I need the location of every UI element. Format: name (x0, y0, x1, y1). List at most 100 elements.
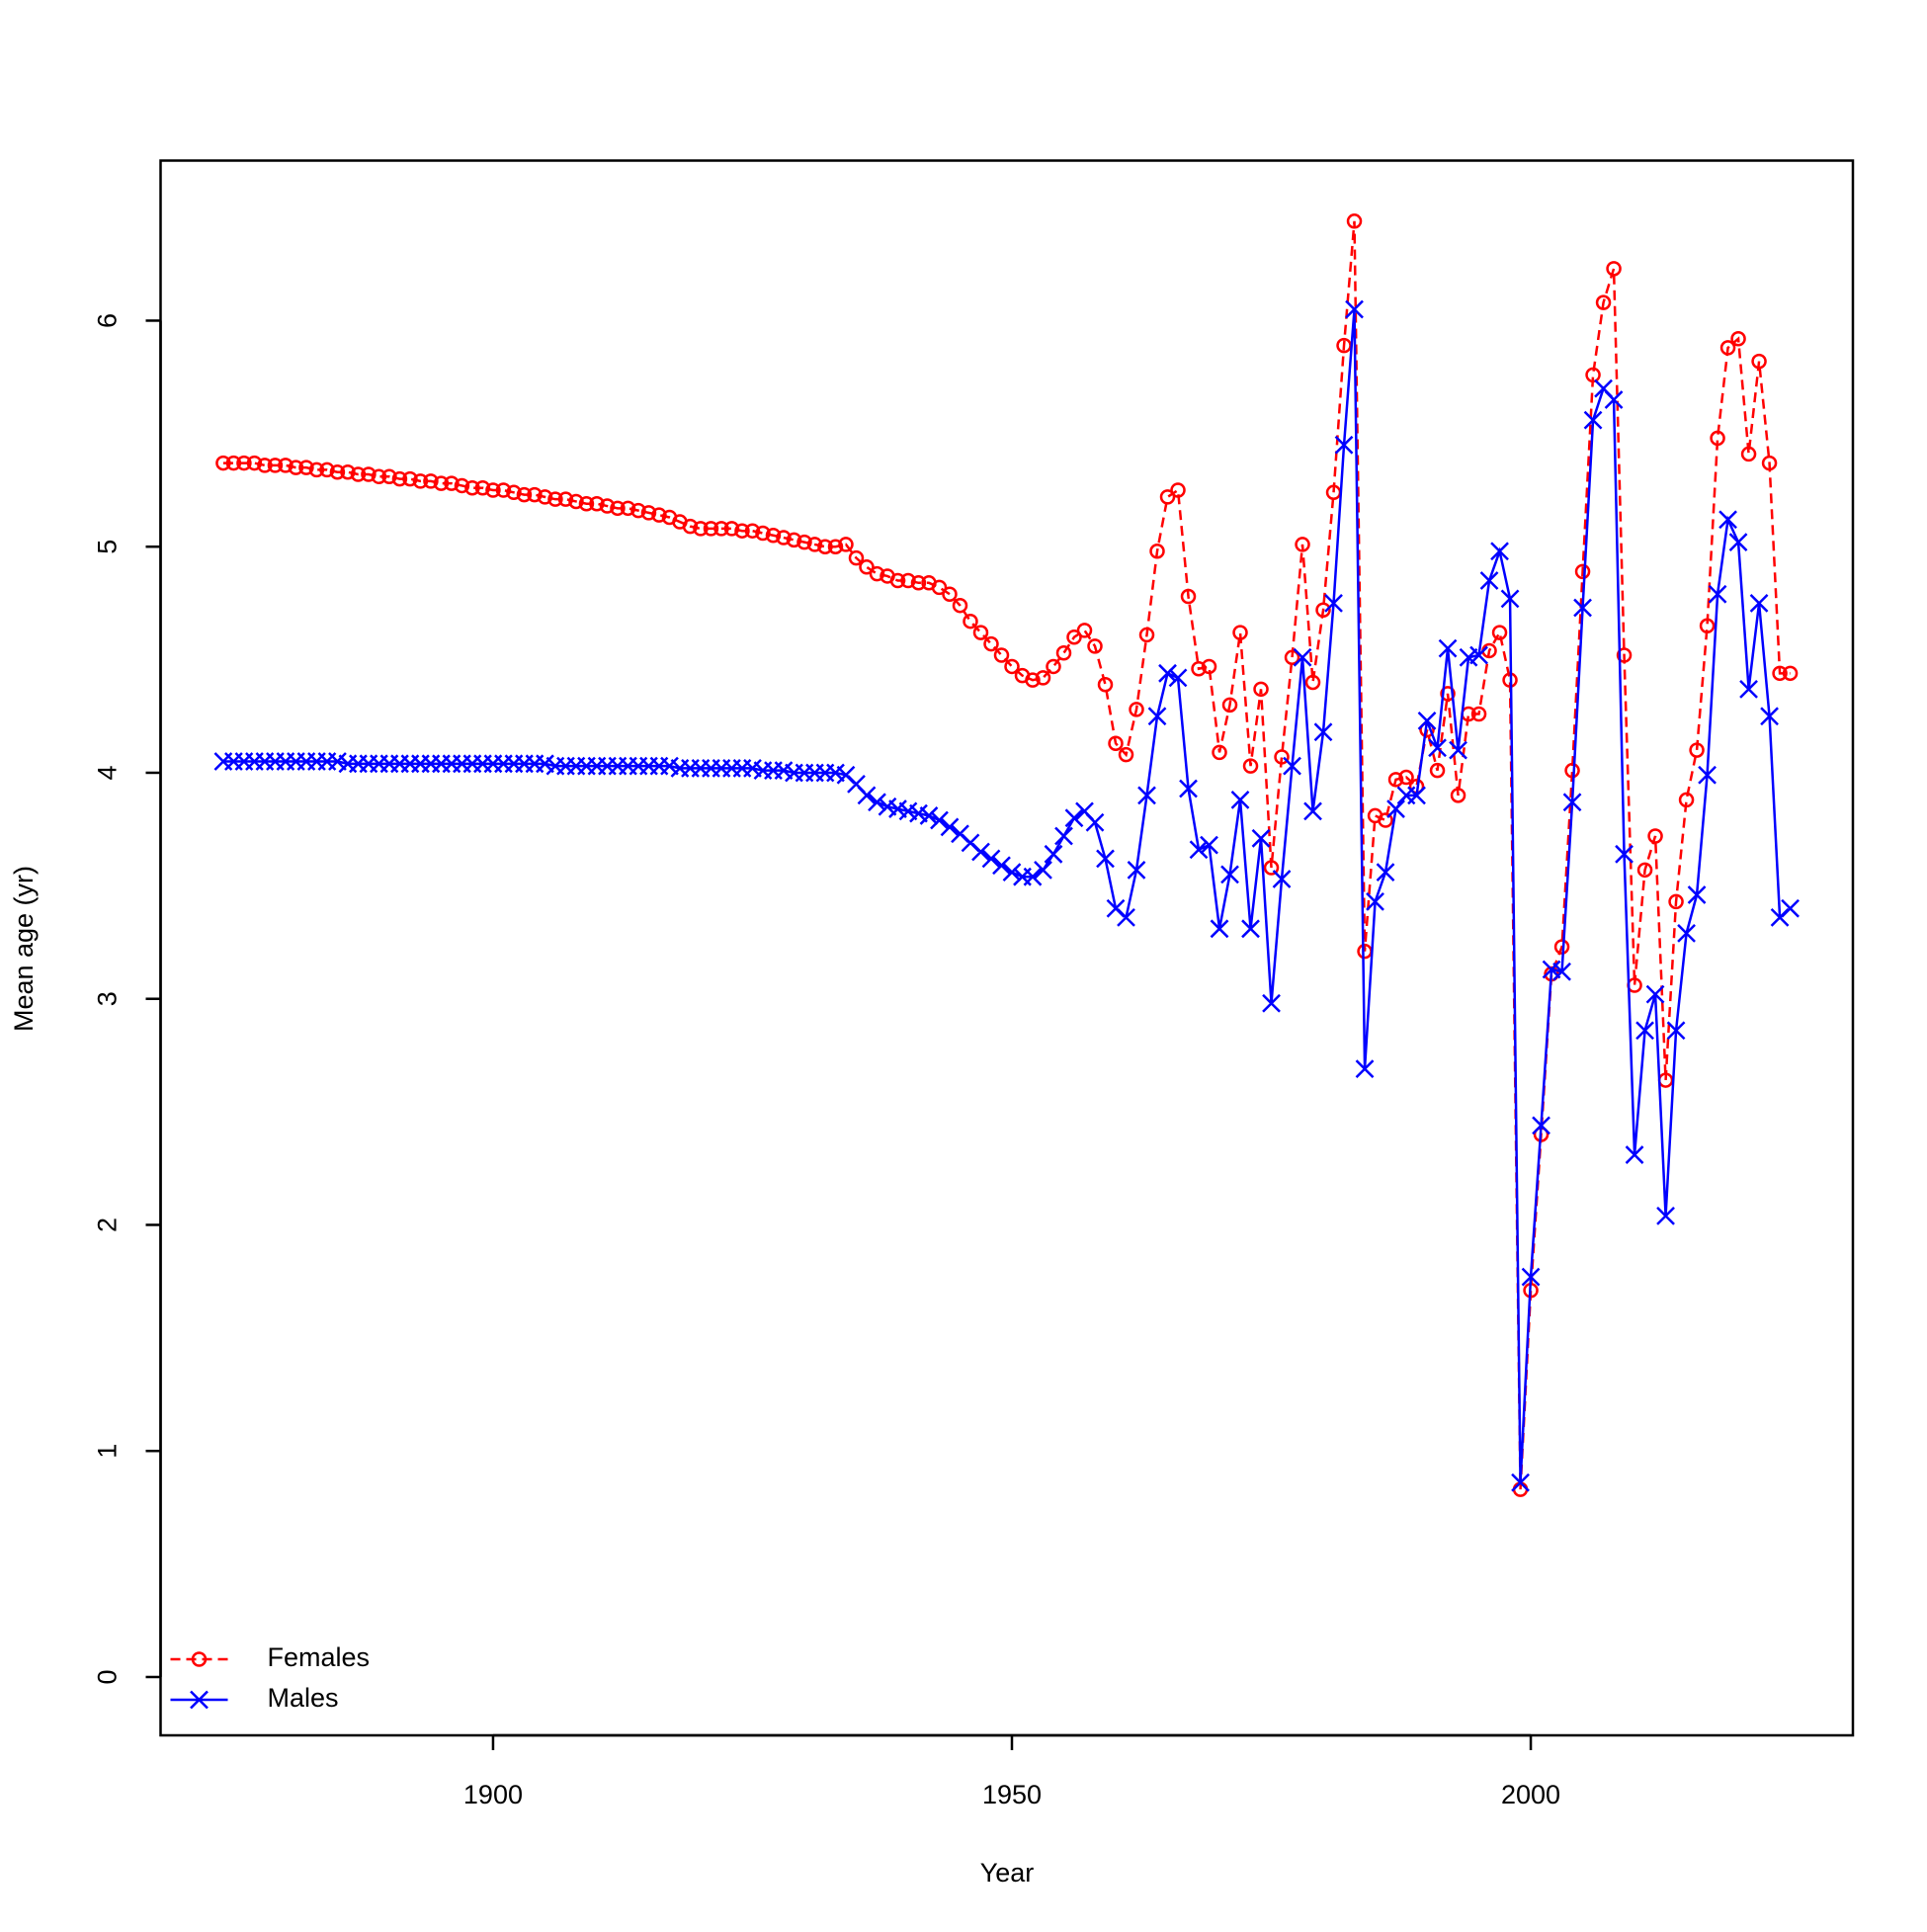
point (610, 500, 626, 517)
point (1666, 1021, 1686, 1041)
point (1097, 677, 1114, 693)
point (1595, 294, 1612, 310)
point (1180, 588, 1197, 605)
x-tick-label: 1900 (463, 1780, 523, 1809)
point (796, 534, 812, 550)
point (1606, 261, 1622, 277)
point (329, 463, 346, 480)
point (1345, 299, 1364, 319)
point (900, 572, 916, 589)
point (1076, 623, 1093, 638)
point (971, 842, 990, 862)
point (1407, 786, 1426, 805)
point (1129, 702, 1144, 717)
point (723, 521, 740, 537)
point (516, 486, 533, 503)
point (1168, 668, 1188, 688)
point (857, 786, 877, 805)
point (1283, 756, 1301, 776)
point (983, 635, 999, 652)
point (1253, 681, 1269, 698)
point (1262, 993, 1281, 1013)
point (1138, 627, 1155, 643)
point (578, 495, 595, 512)
point (1220, 865, 1239, 884)
point (1210, 919, 1229, 939)
point (298, 460, 314, 475)
point (806, 537, 823, 552)
point (1645, 984, 1665, 1004)
point (1366, 891, 1384, 911)
x-axis-label: Year (980, 1858, 1035, 1888)
point (1200, 835, 1218, 855)
point (454, 477, 470, 494)
point (1127, 860, 1146, 880)
point (1263, 860, 1280, 876)
point (703, 521, 719, 537)
point (1034, 860, 1052, 880)
point (1708, 584, 1727, 604)
point (412, 473, 429, 489)
point (1573, 598, 1592, 618)
point (981, 849, 1001, 869)
point (391, 470, 408, 487)
point (1470, 706, 1487, 722)
point (1585, 367, 1601, 383)
point (1636, 862, 1653, 879)
point (1158, 663, 1177, 683)
point (1710, 430, 1725, 447)
point (1004, 658, 1020, 675)
point (1564, 762, 1580, 779)
legend-label: Females (268, 1642, 371, 1672)
point (620, 500, 636, 517)
point (1230, 791, 1250, 809)
point (495, 482, 512, 498)
point (1044, 844, 1063, 864)
point (1189, 840, 1209, 860)
point (1761, 455, 1778, 471)
point (1438, 638, 1458, 658)
point (1532, 1116, 1550, 1135)
point (1232, 625, 1248, 640)
point (919, 806, 939, 825)
point (1479, 571, 1499, 590)
point (557, 491, 574, 507)
point (1469, 645, 1488, 665)
point (381, 468, 397, 485)
point (651, 507, 667, 523)
point (257, 458, 273, 473)
point (734, 523, 750, 539)
point (1668, 893, 1684, 910)
point (1346, 213, 1363, 229)
point (931, 579, 948, 596)
point (630, 502, 646, 519)
point (1782, 665, 1799, 682)
point (402, 470, 418, 487)
point (1740, 446, 1757, 462)
point (568, 493, 584, 510)
point (889, 572, 906, 589)
point (506, 484, 522, 501)
point (1398, 769, 1414, 786)
point (1635, 1021, 1654, 1041)
point (744, 523, 761, 539)
point (1201, 658, 1217, 675)
point (776, 530, 792, 546)
point (993, 647, 1010, 663)
point (1035, 670, 1051, 686)
point (930, 810, 949, 830)
point (444, 475, 460, 491)
point (972, 625, 989, 640)
point (236, 455, 252, 471)
point (1191, 660, 1207, 677)
point (225, 455, 242, 471)
point (992, 856, 1011, 876)
point (527, 486, 543, 503)
point (1428, 738, 1447, 758)
point (599, 498, 616, 514)
point (1303, 801, 1322, 821)
y-tick-label: 4 (93, 765, 123, 780)
y-tick-label: 2 (93, 1218, 123, 1232)
point (537, 489, 553, 505)
